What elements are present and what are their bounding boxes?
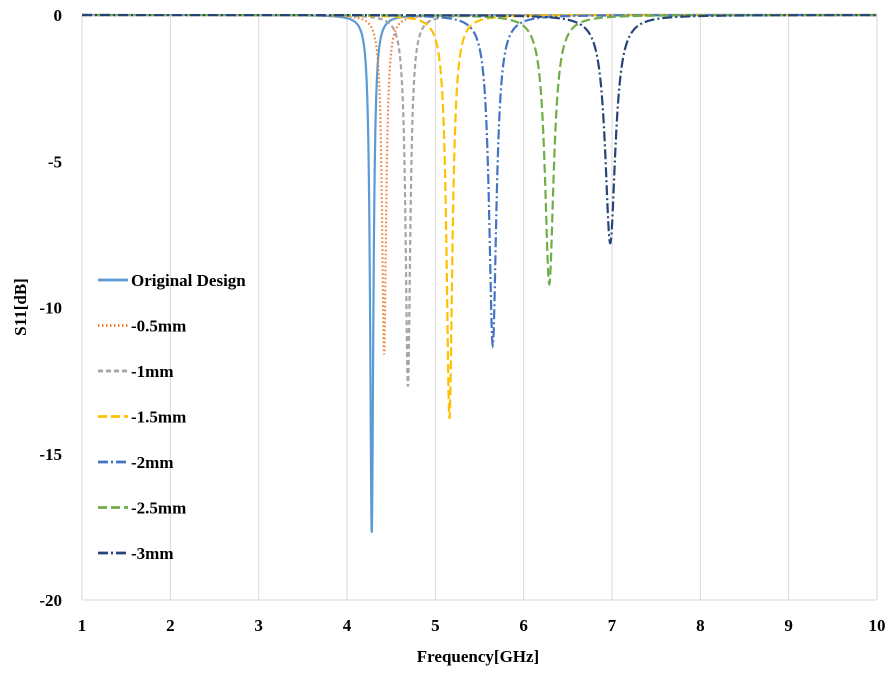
- axes: 1 2 3 4 5 6 7 8 9 10 0 -5 -10 -15 -20: [39, 6, 885, 635]
- x-tick-label: 9: [784, 616, 793, 635]
- grid: [81, 15, 878, 600]
- series-line-5: [82, 13, 877, 287]
- y-axis-title: S11[dB]: [11, 278, 30, 336]
- y-tick-label: -15: [39, 445, 62, 464]
- y-tick-label: -5: [48, 152, 62, 171]
- y-tick-label: -10: [39, 299, 62, 318]
- legend-label-1: -0.5mm: [131, 317, 186, 336]
- legend-label-6: -3mm: [131, 544, 173, 563]
- y-tick-label: -20: [39, 591, 62, 610]
- x-tick-label: 1: [78, 616, 87, 635]
- series-line-4: [82, 13, 877, 349]
- legend: Original Design -0.5mm -1mm -1.5mm -2mm -2.5m…: [98, 271, 246, 563]
- legend-label-4: -2mm: [131, 453, 173, 472]
- x-tick-label: 7: [608, 616, 617, 635]
- y-tick-label: 0: [54, 6, 63, 25]
- x-tick-label: 10: [869, 616, 886, 635]
- series-line-2: [82, 13, 877, 387]
- legend-label-5: -2.5mm: [131, 499, 186, 518]
- x-tick-label: 3: [254, 616, 263, 635]
- legend-label-2: -1mm: [131, 362, 173, 381]
- series-line-3: [82, 13, 877, 419]
- x-tick-label: 8: [696, 616, 705, 635]
- x-tick-label: 5: [431, 616, 440, 635]
- x-axis-title: Frequency[GHz]: [417, 647, 539, 666]
- series-layer: [82, 13, 877, 533]
- x-tick-label: 2: [166, 616, 175, 635]
- legend-label-0: Original Design: [131, 271, 246, 290]
- series-line-6: [82, 13, 877, 245]
- x-tick-label: 4: [343, 616, 352, 635]
- x-tick-label: 6: [519, 616, 528, 635]
- series-line-1: [82, 13, 877, 355]
- legend-label-3: -1.5mm: [131, 408, 186, 427]
